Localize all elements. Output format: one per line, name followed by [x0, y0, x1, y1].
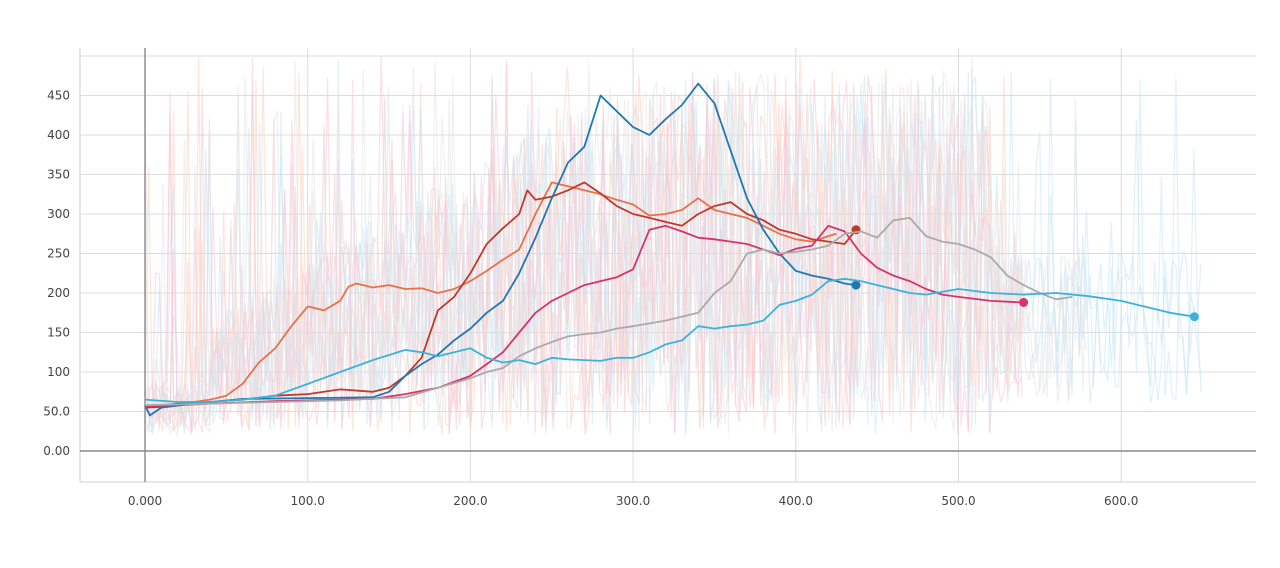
x-tick-label: 600.0 [1104, 494, 1138, 508]
series-line-2 [144, 82, 857, 417]
x-tick-label: 0.000 [128, 494, 162, 508]
series-line-1 [144, 181, 857, 409]
x-tick-label: 400.0 [779, 494, 813, 508]
y-tick-label: 300 [47, 207, 70, 221]
series-line-4 [144, 217, 1073, 407]
series-lines [144, 82, 1199, 417]
x-tick-label: 500.0 [941, 494, 975, 508]
y-tick-label: 50.0 [43, 405, 70, 419]
series-end-marker-3 [1019, 297, 1029, 307]
raw-noise-trace [144, 67, 1202, 435]
series-line-5 [144, 277, 1195, 403]
x-tick-label: 300.0 [616, 494, 650, 508]
x-tick-label: 200.0 [453, 494, 487, 508]
tick-labels: 0.000 100.0 200.0 300.0 400.0 500.0 600.0 0.00 5… [43, 89, 1138, 509]
series-line-0 [144, 181, 837, 407]
y-tick-label: 250 [47, 247, 70, 261]
y-tick-label: 0.00 [43, 444, 70, 458]
y-tick-label: 200 [47, 286, 70, 300]
series-end-marker-2 [851, 280, 861, 290]
y-tick-label: 350 [47, 168, 70, 182]
y-tick-label: 100 [47, 365, 70, 379]
y-tick-label: 450 [47, 89, 70, 103]
x-tick-label: 100.0 [291, 494, 325, 508]
series-line-3 [144, 224, 1024, 407]
chart-frame [79, 48, 1256, 483]
axes [80, 48, 1256, 482]
raw-noise-trace [144, 61, 1087, 436]
y-tick-label: 400 [47, 128, 70, 142]
y-tick-label: 150 [47, 326, 70, 340]
series-end-marker-5 [1189, 312, 1199, 322]
